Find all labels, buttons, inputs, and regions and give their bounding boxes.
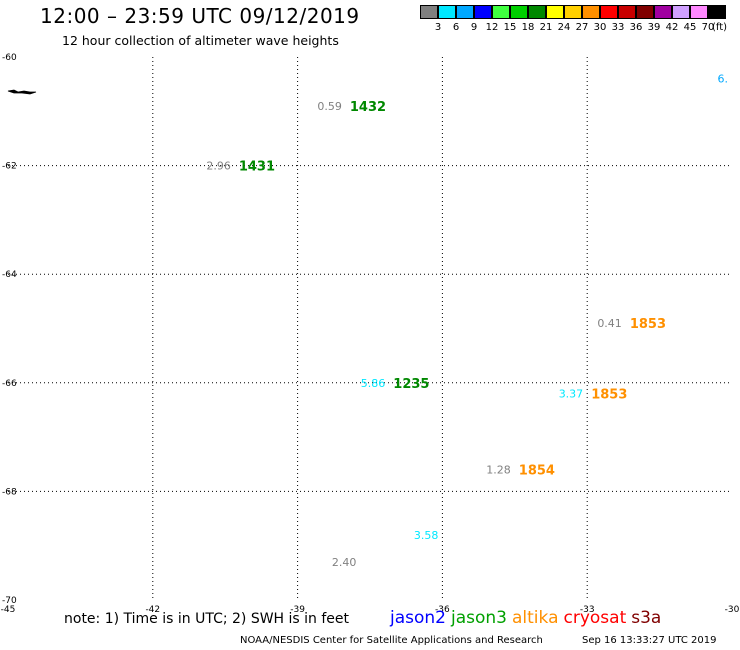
swh-label: 5.86 [361,377,386,390]
color-scale-label: 24 [557,22,571,33]
swh-label: 2.40 [332,556,357,569]
swh-label: 2.96 [206,160,231,173]
color-scale-swatch [546,5,564,19]
note-text: note: 1) Time is in UTC; 2) SWH is in fe… [64,611,350,627]
legend-item-s3a: s3a [631,608,662,628]
color-scale-swatch [600,5,618,19]
color-scale-swatch [582,5,600,19]
color-scale-swatch [690,5,708,19]
color-scale-label: 33 [611,22,625,33]
color-scale-label: 70 [701,22,715,33]
observation: 3.37 1853 [559,388,628,403]
lon-tick-label: -45 [1,605,16,615]
swh-label: 3.58 [414,529,439,542]
lon-tick-label: -33 [580,605,595,615]
observation: 2.96 1431 [206,160,275,175]
color-scale-label: 12 [485,22,499,33]
color-scale-unit: (ft) [712,22,728,33]
lon-tick-label: -36 [435,605,450,615]
lat-tick-label: -62 [2,162,17,172]
observation: 0.59 1432 [317,100,386,115]
color-scale-label: 21 [539,22,553,33]
swh-label: 1.28 [486,464,511,477]
observation: 6. [718,73,729,86]
color-scale-swatch [474,5,492,19]
color-scale-label: 9 [470,22,478,33]
color-scale-label: 6 [452,22,460,33]
observation: 3.58 [414,529,439,542]
color-scale-label: 3 [434,22,442,33]
swh-label: 0.41 [597,317,622,330]
time-label: 1235 [393,377,429,392]
color-scale-label: 39 [647,22,661,33]
color-scale-swatch [654,5,672,19]
lon-tick-label: -42 [145,605,160,615]
lon-tick-label: -30 [725,605,740,615]
swh-label: 3.37 [559,388,584,401]
color-scale-swatch [438,5,456,19]
color-scale-label: 27 [575,22,589,33]
lat-tick-label: -70 [2,596,17,606]
map-tick-labels: -45 -42 -39 -36 -33 -30 -60 -62 -64 -66 -68 -70 [1,53,740,615]
lat-tick-label: -68 [2,487,17,497]
footer-timestamp: Sep 16 13:33:27 UTC 2019 [582,635,717,646]
observation: 1.28 1854 [486,464,555,479]
color-scale-swatch [564,5,582,19]
legend-item-altika: altika [512,608,559,628]
color-scale-swatch [672,5,690,19]
time-label: 1854 [519,464,555,479]
page-subtitle: 12 hour collection of altimeter wave hei… [62,33,339,48]
time-label: 1432 [350,100,386,115]
color-scale-label: 15 [503,22,517,33]
color-scale-swatch [636,5,654,19]
observation: 2.40 [332,556,357,569]
observation: 5.86 1235 [361,377,430,392]
time-label: 1853 [630,317,666,332]
swh-label: 0.59 [317,100,342,113]
time-label: 1853 [591,388,627,403]
color-scale-swatch [492,5,510,19]
lat-tick-label: -64 [2,270,17,280]
swh-label: 6. [718,73,729,86]
footer-credit: NOAA/NESDIS Center for Satellite Applica… [240,635,543,646]
map-grid [8,57,732,600]
island-outline [7,89,37,95]
color-scale-swatch [510,5,528,19]
color-scale-label: 36 [629,22,643,33]
time-label: 1431 [239,160,275,175]
color-scale-label: 18 [521,22,535,33]
lat-tick-label: -60 [2,53,17,63]
color-scale-label: 45 [683,22,697,33]
page-title: 12:00 – 23:59 UTC 09/12/2019 [40,4,360,28]
legend-item-jason3: jason3 [451,608,507,628]
legend-item-jason2: jason2 [390,608,446,628]
color-scale-label: 42 [665,22,679,33]
color-scale-swatch [618,5,636,19]
lon-tick-label: -39 [290,605,305,615]
color-scale-swatch [708,5,726,19]
observation-labels: 0.59 1432 2.96 1431 0.41 1853 5.86 1235 3.37 1853… [206,73,728,569]
color-scale-swatch [456,5,474,19]
color-scale-swatch [528,5,546,19]
color-scale-label: 30 [593,22,607,33]
observation: 0.41 1853 [597,317,666,332]
legend-item-cryosat: cryosat [563,608,627,628]
satellite-legend: jason2 jason3 altika cryosat s3a [390,608,666,628]
lat-tick-label: -66 [2,379,17,389]
color-scale-swatch [420,5,438,19]
